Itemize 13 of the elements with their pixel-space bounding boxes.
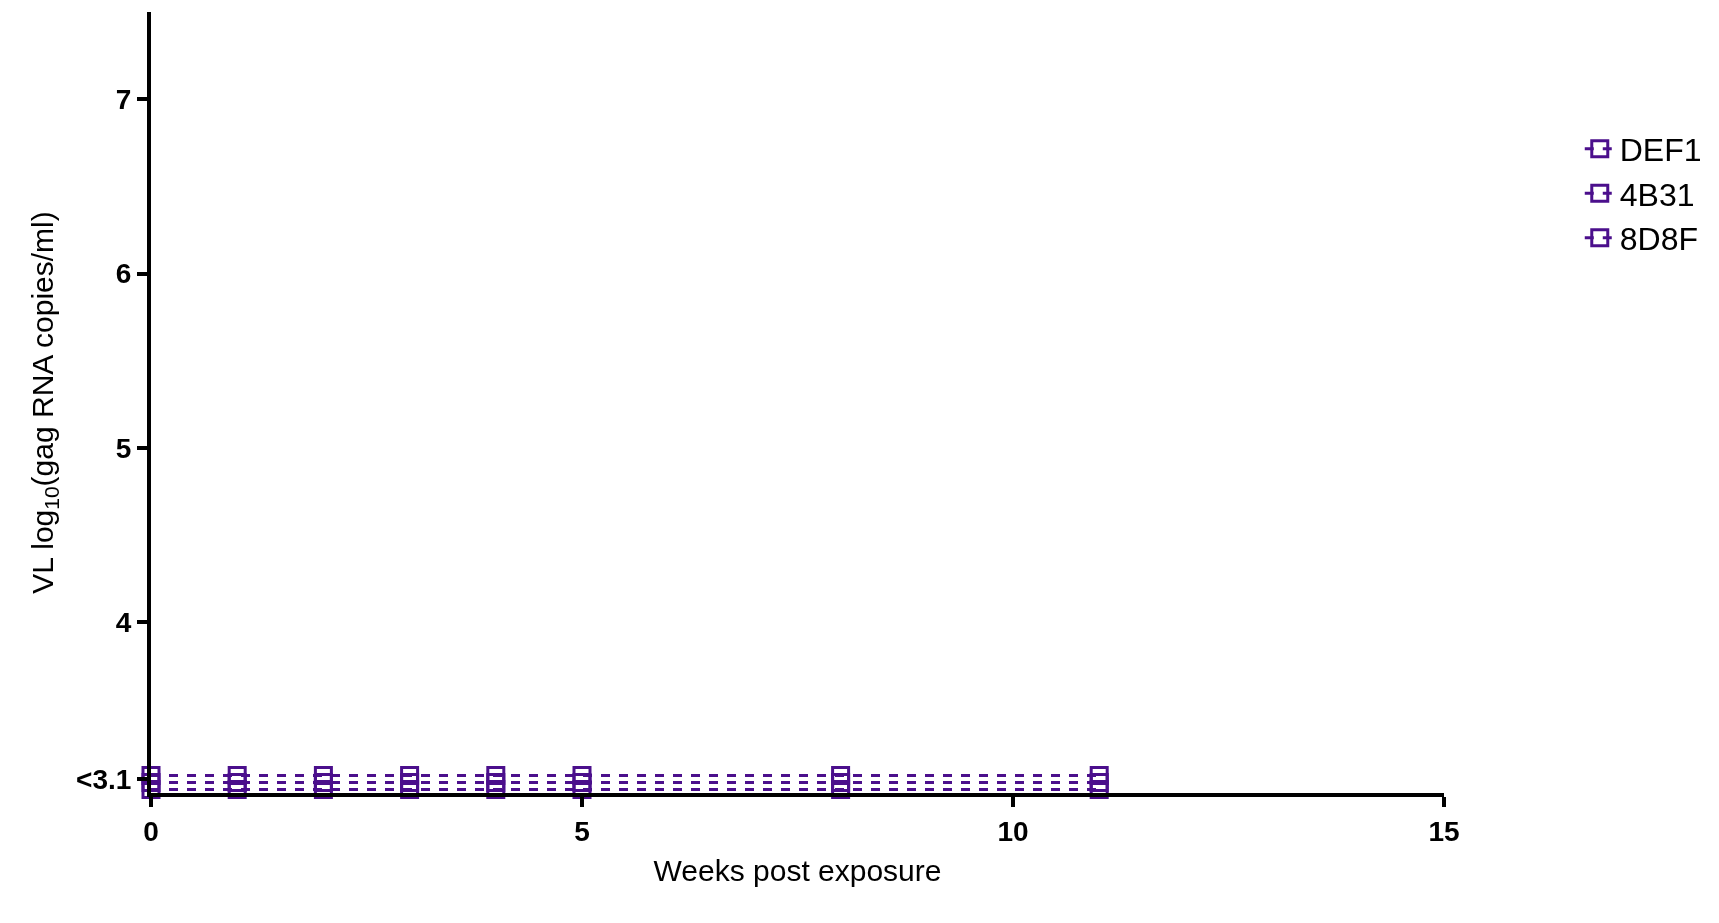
y-tick-label: 5 <box>115 432 132 464</box>
x-tick-label: 15 <box>1428 815 1460 847</box>
legend-label: 4B31 <box>1619 176 1695 213</box>
x-axis-title: Weeks post exposure <box>653 853 942 887</box>
y-tick-label: <3.1 <box>76 763 132 795</box>
y-tick-label: 6 <box>115 258 132 290</box>
x-tick-label: 5 <box>574 815 590 847</box>
legend-label: 8D8F <box>1619 221 1699 258</box>
y-tick-label: 7 <box>115 83 132 115</box>
y-tick-label: 4 <box>115 606 132 638</box>
x-tick-label: 10 <box>997 815 1029 847</box>
x-tick-label: 0 <box>143 815 159 847</box>
legend-label: DEF1 <box>1619 132 1702 169</box>
